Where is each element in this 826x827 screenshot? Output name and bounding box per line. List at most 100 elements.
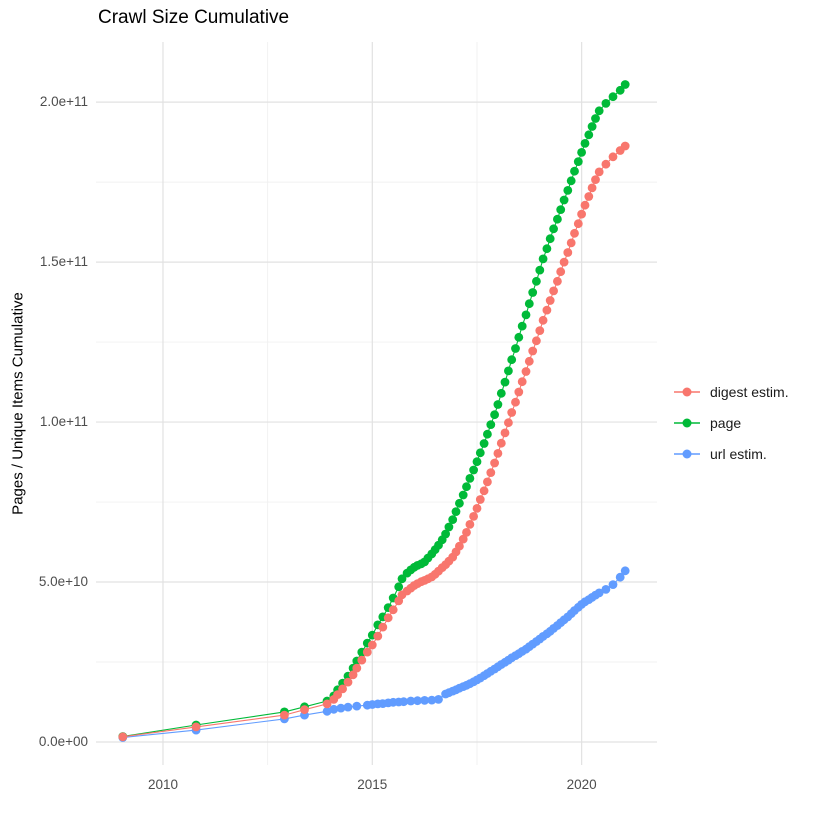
data-point	[535, 326, 545, 335]
data-point	[594, 106, 604, 116]
legend: digest estim. page url estim.	[672, 376, 789, 469]
data-point	[496, 438, 506, 448]
legend-key-icon	[674, 418, 700, 427]
data-point	[511, 397, 520, 407]
data-point	[504, 418, 513, 428]
data-point	[451, 507, 461, 516]
data-point	[458, 490, 468, 500]
data-point	[434, 695, 443, 704]
data-point	[475, 495, 485, 504]
data-point	[475, 448, 485, 458]
data-point	[329, 704, 339, 714]
data-point	[394, 582, 404, 592]
data-point	[469, 465, 478, 475]
data-point	[601, 99, 611, 108]
data-point	[479, 439, 489, 448]
data-point	[608, 92, 618, 102]
data-point	[601, 585, 611, 594]
data-point	[545, 234, 555, 244]
data-point	[528, 346, 538, 356]
data-point	[343, 677, 353, 687]
data-point	[397, 574, 407, 584]
data-point	[521, 310, 531, 320]
data-point	[615, 85, 625, 95]
data-point	[553, 276, 562, 286]
data-point	[472, 457, 482, 467]
data-point	[500, 428, 510, 438]
data-point	[549, 286, 558, 296]
data-point	[521, 367, 531, 376]
data-point	[591, 175, 600, 185]
data-point	[514, 387, 524, 397]
data-point	[545, 296, 555, 305]
data-point	[118, 732, 128, 742]
data-point	[507, 408, 517, 417]
data-point	[420, 696, 429, 705]
data-point	[524, 299, 534, 309]
data-point	[570, 166, 579, 176]
data-point	[427, 695, 437, 705]
data-point	[458, 534, 468, 544]
legend-label: url estim.	[710, 445, 767, 462]
data-point	[441, 529, 450, 539]
data-point	[542, 244, 552, 254]
y-tick-label: 0.0e+00	[38, 733, 88, 749]
data-point	[465, 474, 475, 483]
data-point	[577, 148, 586, 157]
data-point	[336, 703, 346, 713]
data-point	[563, 248, 573, 257]
data-point	[570, 228, 579, 238]
data-point	[472, 504, 482, 513]
data-point	[462, 482, 471, 492]
legend-key-icon	[674, 449, 700, 458]
data-point	[500, 377, 510, 387]
data-point	[580, 139, 590, 148]
x-tick-label: 2010	[147, 777, 178, 792]
data-point	[357, 655, 367, 665]
data-point	[388, 605, 398, 615]
data-point	[566, 176, 576, 186]
data-point	[348, 670, 358, 680]
data-point	[517, 377, 527, 387]
y-tick-label: 2.0e+11	[39, 94, 88, 110]
data-point	[504, 366, 513, 376]
data-point	[608, 152, 618, 162]
data-point	[406, 696, 416, 706]
legend-item-page: page	[672, 407, 789, 438]
data-point	[556, 205, 566, 215]
data-point	[352, 663, 362, 673]
data-point	[483, 429, 492, 439]
data-point	[486, 420, 496, 429]
data-point	[322, 699, 332, 709]
data-point	[573, 219, 583, 229]
data-point	[587, 122, 597, 131]
data-point	[556, 267, 566, 277]
data-point	[532, 276, 541, 286]
data-point	[338, 684, 347, 694]
data-point	[352, 701, 362, 711]
data-point	[563, 186, 573, 195]
data-point	[383, 613, 393, 623]
data-point	[538, 254, 548, 264]
data-point	[528, 288, 538, 297]
data-point	[465, 520, 475, 529]
data-point	[333, 690, 342, 699]
data-point	[524, 356, 534, 366]
data-point	[553, 214, 562, 224]
data-point	[413, 696, 422, 706]
data-point	[483, 477, 492, 487]
data-point	[462, 528, 471, 537]
series-line-url-estim-	[122, 570, 626, 739]
data-point	[343, 702, 353, 712]
data-point	[493, 400, 503, 409]
legend-item-url-estim-: url estim.	[672, 438, 789, 469]
data-point	[469, 512, 478, 521]
data-point	[367, 640, 377, 650]
data-point	[496, 388, 506, 398]
legend-item-digest-estim-: digest estim.	[672, 376, 789, 407]
data-point	[532, 336, 541, 346]
x-tick-label: 2020	[566, 777, 597, 792]
data-point	[615, 572, 625, 582]
data-point	[191, 722, 201, 732]
